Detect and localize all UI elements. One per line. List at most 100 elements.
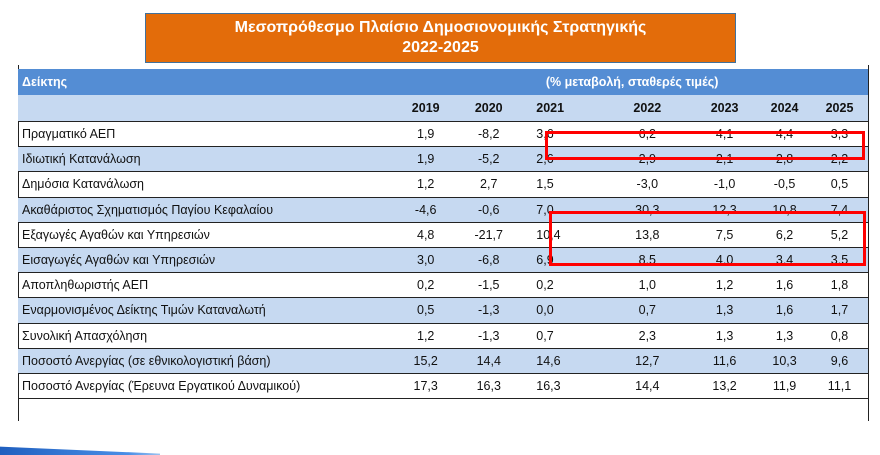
cell-value: 2,3 <box>603 323 692 349</box>
cell-value: 10,4 <box>522 222 604 248</box>
cell-value: -0,5 <box>758 171 811 198</box>
title-banner: Μεσοπρόθεσμο Πλαίσιο Δημοσιονομικής Στρα… <box>145 13 736 63</box>
row-label: Ποσοστό Ανεργίας (σε εθνικολογιστική βάσ… <box>18 348 397 374</box>
cell-value: 0,7 <box>603 297 692 324</box>
decorative-blue-swoosh <box>0 446 160 455</box>
cell-value: -1,0 <box>691 171 759 198</box>
cell-value: 14,6 <box>522 348 604 374</box>
cell-value: 3,4 <box>758 247 811 274</box>
cell-value: 2,8 <box>758 146 811 173</box>
cell-value: 3,6 <box>522 121 604 148</box>
units-header: (% μεταβολή, σταθερές τιμές) <box>396 69 868 95</box>
row-label: Δημόσια Κατανάλωση <box>18 171 397 198</box>
cell-value: 1,8 <box>811 272 868 299</box>
cell-value: -1,5 <box>455 272 523 299</box>
cell-value: 1,9 <box>396 146 456 173</box>
cell-value: 7,0 <box>522 197 604 223</box>
cell-value: 10,8 <box>758 197 811 223</box>
cell-value: 2,2 <box>811 146 868 173</box>
indicator-header: Δείκτης <box>18 69 397 95</box>
row-label: Εξαγωγές Αγαθών και Υπηρεσιών <box>18 222 397 248</box>
cell-value: 11,6 <box>691 348 759 374</box>
cell-value: 9,6 <box>811 348 868 374</box>
cell-value: 1,6 <box>758 297 811 324</box>
row-label: Συνολική Απασχόληση <box>18 323 397 349</box>
cell-value: -1,3 <box>455 297 523 324</box>
cell-value: 10,3 <box>758 348 811 374</box>
table-row: Ποσοστό Ανεργίας (Έρευνα Εργατικού Δυναμ… <box>18 373 868 400</box>
cell-value: 2,9 <box>603 146 692 173</box>
cell-value: 30,3 <box>603 197 692 223</box>
table-row: Εναρμονισμένος Δείκτης Τιμών Καταναλωτή … <box>18 297 868 324</box>
row-label: Αποπληθωριστής ΑΕΠ <box>18 272 397 299</box>
cell-value: 4,0 <box>691 247 759 274</box>
cell-value: 1,6 <box>758 272 811 299</box>
year-header: 2020 <box>455 95 523 122</box>
cell-value: 4,4 <box>758 121 811 148</box>
year-header: 2024 <box>758 95 811 122</box>
cell-value: -4,6 <box>396 197 456 223</box>
title-line-1: Μεσοπρόθεσμο Πλαίσιο Δημοσιονομικής Στρα… <box>234 19 647 36</box>
cell-value: 12,3 <box>691 197 759 223</box>
cell-value: 1,3 <box>691 297 759 324</box>
table-row: Αποπληθωριστής ΑΕΠ 0,2 -1,5 0,2 1,0 1,2 … <box>18 272 868 299</box>
cell-value: 0,7 <box>522 323 604 349</box>
cell-value: 15,2 <box>396 348 456 374</box>
cell-value: 8,5 <box>603 247 692 274</box>
year-header: 2019 <box>396 95 456 122</box>
cell-value: 4,1 <box>691 121 759 148</box>
cell-value: 16,3 <box>522 373 604 400</box>
table-row: Πραγματικό ΑΕΠ 1,9 -8,2 3,6 6,2 4,1 4,4 … <box>18 121 868 148</box>
year-header: 2023 <box>691 95 759 122</box>
cell-value: 6,2 <box>603 121 692 148</box>
empty-header-cell <box>18 95 397 122</box>
cell-value: 6,9 <box>522 247 604 274</box>
table-row: Δημόσια Κατανάλωση 1,2 2,7 1,5 -3,0 -1,0… <box>18 171 868 198</box>
row-label: Ποσοστό Ανεργίας (Έρευνα Εργατικού Δυναμ… <box>18 373 397 400</box>
cell-value: 2,6 <box>522 146 604 173</box>
cell-value: 0,5 <box>811 171 868 198</box>
table-row: Ποσοστό Ανεργίας (σε εθνικολογιστική βάσ… <box>18 348 868 374</box>
cell-value: 1,0 <box>603 272 692 299</box>
row-label: Εναρμονισμένος Δείκτης Τιμών Καταναλωτή <box>18 297 397 324</box>
cell-value: 7,5 <box>691 222 759 248</box>
table-border-right <box>868 65 869 421</box>
year-header: 2025 <box>811 95 868 122</box>
cell-value: 14,4 <box>603 373 692 400</box>
cell-value: -6,8 <box>455 247 523 274</box>
title-line-2: 2022-2025 <box>402 39 479 56</box>
year-header: 2021 <box>522 95 604 122</box>
cell-value: 2,7 <box>455 171 523 198</box>
table-row: Ακαθάριστος Σχηματισμός Παγίου Κεφαλαίου… <box>18 197 868 223</box>
cell-value: 0,2 <box>522 272 604 299</box>
cell-value: 3,5 <box>811 247 868 274</box>
cell-value: 1,2 <box>691 272 759 299</box>
cell-value: -21,7 <box>455 222 523 248</box>
cell-value: 2,1 <box>691 146 759 173</box>
cell-value: 13,2 <box>691 373 759 400</box>
cell-value: 1,2 <box>396 171 456 198</box>
cell-value: 3,0 <box>396 247 456 274</box>
cell-value: 3,3 <box>811 121 868 148</box>
row-label: Εισαγωγές Αγαθών και Υπηρεσιών <box>18 247 397 274</box>
cell-value: 5,2 <box>811 222 868 248</box>
cell-value: -5,2 <box>455 146 523 173</box>
row-label: Πραγματικό ΑΕΠ <box>18 121 397 148</box>
cell-value: 13,8 <box>603 222 692 248</box>
cell-value: 12,7 <box>603 348 692 374</box>
table-row: Συνολική Απασχόληση 1,2 -1,3 0,7 2,3 1,3… <box>18 323 868 349</box>
table-row: Εισαγωγές Αγαθών και Υπηρεσιών 3,0 -6,8 … <box>18 247 868 274</box>
cell-value: 0,5 <box>396 297 456 324</box>
cell-value: 11,9 <box>758 373 811 400</box>
cell-value: 0,8 <box>811 323 868 349</box>
table-row: Εξαγωγές Αγαθών και Υπηρεσιών 4,8 -21,7 … <box>18 222 868 248</box>
cell-value: 1,5 <box>522 171 604 198</box>
cell-value: 4,8 <box>396 222 456 248</box>
year-header: 2022 <box>603 95 692 122</box>
cell-value: 1,9 <box>396 121 456 148</box>
cell-value: 0,2 <box>396 272 456 299</box>
row-label: Ιδιωτική Κατανάλωση <box>18 146 397 173</box>
header-row-years: 2019 2020 2021 2022 2023 2024 2025 <box>18 95 868 122</box>
cell-value: 0,0 <box>522 297 604 324</box>
cell-value: 11,1 <box>811 373 868 400</box>
